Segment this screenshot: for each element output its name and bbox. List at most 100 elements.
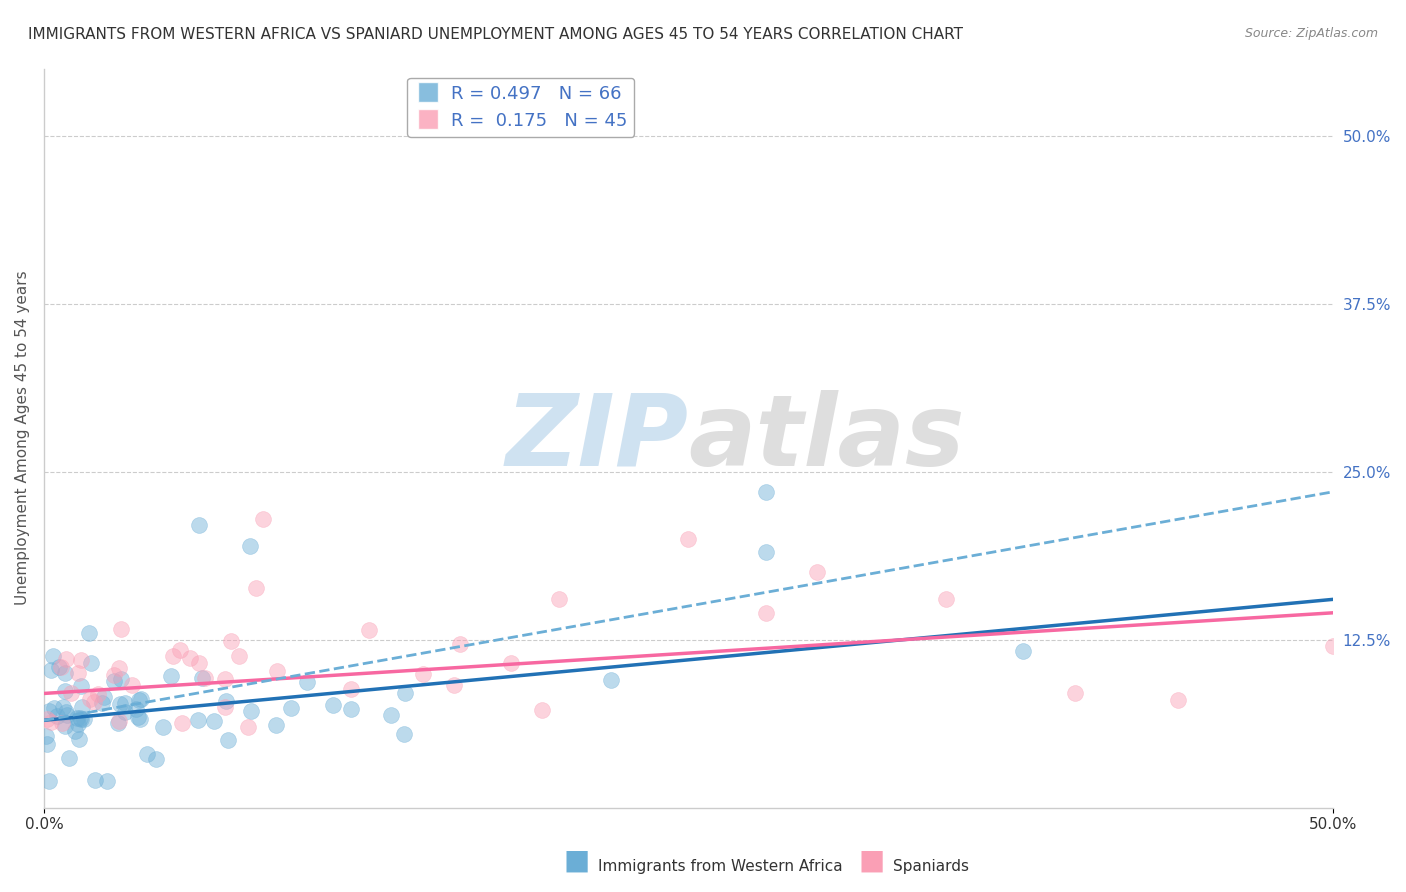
Point [83, 695, 105, 709]
Point [107, 716, 129, 731]
Point [35, 729, 58, 743]
Point [145, 752, 167, 766]
Y-axis label: Unemployment Among Ages 45 to 54 years: Unemployment Among Ages 45 to 54 years [15, 271, 30, 606]
Point [359, 624, 381, 638]
Point [110, 623, 132, 637]
Point [194, 672, 217, 686]
Point [152, 720, 174, 734]
Point [806, 566, 828, 580]
Point [280, 701, 302, 715]
Point [103, 668, 125, 682]
Point [73, 712, 96, 726]
Point [83, 772, 105, 787]
Point [755, 484, 778, 499]
Point [339, 702, 361, 716]
Point [55, 706, 77, 720]
Point [1167, 693, 1189, 707]
Point [214, 672, 236, 686]
Point [322, 698, 344, 712]
Point [114, 696, 136, 710]
Text: IMMIGRANTS FROM WESTERN AFRICA VS SPANIARD UNEMPLOYMENT AMONG AGES 45 TO 54 YEAR: IMMIGRANTS FROM WESTERN AFRICA VS SPANIA… [28, 27, 963, 42]
Legend: R = 0.497   N = 66, R =  0.175   N = 45: R = 0.497 N = 66, R = 0.175 N = 45 [408, 78, 634, 137]
Text: Source: ZipAtlas.com: Source: ZipAtlas.com [1244, 27, 1378, 40]
Point [107, 660, 129, 674]
Point [755, 545, 778, 559]
Point [264, 718, 287, 732]
Point [72, 699, 94, 714]
Point [79, 691, 101, 706]
Text: ■: ■ [564, 847, 589, 874]
Point [449, 636, 471, 650]
Point [66, 716, 89, 731]
Point [191, 671, 214, 685]
Point [38, 773, 60, 788]
Point [108, 698, 131, 712]
Point [121, 678, 143, 692]
Point [187, 518, 209, 533]
Point [548, 592, 571, 607]
Point [217, 733, 239, 747]
Point [69, 711, 91, 725]
Point [252, 512, 274, 526]
Point [37, 737, 59, 751]
Point [127, 710, 149, 724]
Point [935, 592, 957, 607]
Point [49, 659, 72, 673]
Point [63, 723, 86, 738]
Point [392, 727, 415, 741]
Point [96, 773, 118, 788]
Point [58, 751, 80, 765]
Point [93, 690, 115, 705]
Point [160, 668, 183, 682]
Point [91, 696, 114, 710]
Point [53, 719, 76, 733]
Point [228, 649, 250, 664]
Point [65, 711, 87, 725]
Point [41, 715, 63, 730]
Point [80, 657, 103, 671]
Point [70, 652, 93, 666]
Point [70, 679, 93, 693]
Point [53, 665, 76, 680]
Text: atlas: atlas [689, 390, 965, 487]
Point [1322, 640, 1344, 654]
Point [55, 652, 77, 666]
Point [39, 663, 62, 677]
Point [46, 708, 69, 723]
Point [187, 713, 209, 727]
Point [38, 704, 60, 718]
Point [110, 673, 132, 687]
Point [70, 712, 93, 726]
Point [239, 539, 262, 553]
Point [240, 704, 263, 718]
Point [56, 708, 79, 723]
Point [202, 714, 225, 729]
Text: ZIP: ZIP [505, 390, 689, 487]
Point [51, 716, 73, 731]
Point [214, 700, 236, 714]
Point [295, 675, 318, 690]
Point [87, 687, 110, 701]
Point [1012, 644, 1035, 658]
Point [108, 714, 131, 728]
Point [52, 699, 75, 714]
Point [245, 582, 267, 596]
Point [499, 656, 522, 670]
Point [53, 684, 76, 698]
Point [67, 731, 90, 746]
Point [266, 664, 288, 678]
Point [530, 702, 553, 716]
Point [755, 606, 778, 620]
Point [114, 706, 136, 720]
Text: Immigrants from Western Africa: Immigrants from Western Africa [598, 859, 842, 874]
Point [380, 707, 402, 722]
Point [48, 660, 70, 674]
Point [125, 701, 148, 715]
Point [129, 712, 152, 726]
Point [412, 667, 434, 681]
Point [103, 674, 125, 689]
Point [67, 666, 90, 681]
Text: Spaniards: Spaniards [893, 859, 969, 874]
Point [162, 648, 184, 663]
Point [79, 626, 101, 640]
